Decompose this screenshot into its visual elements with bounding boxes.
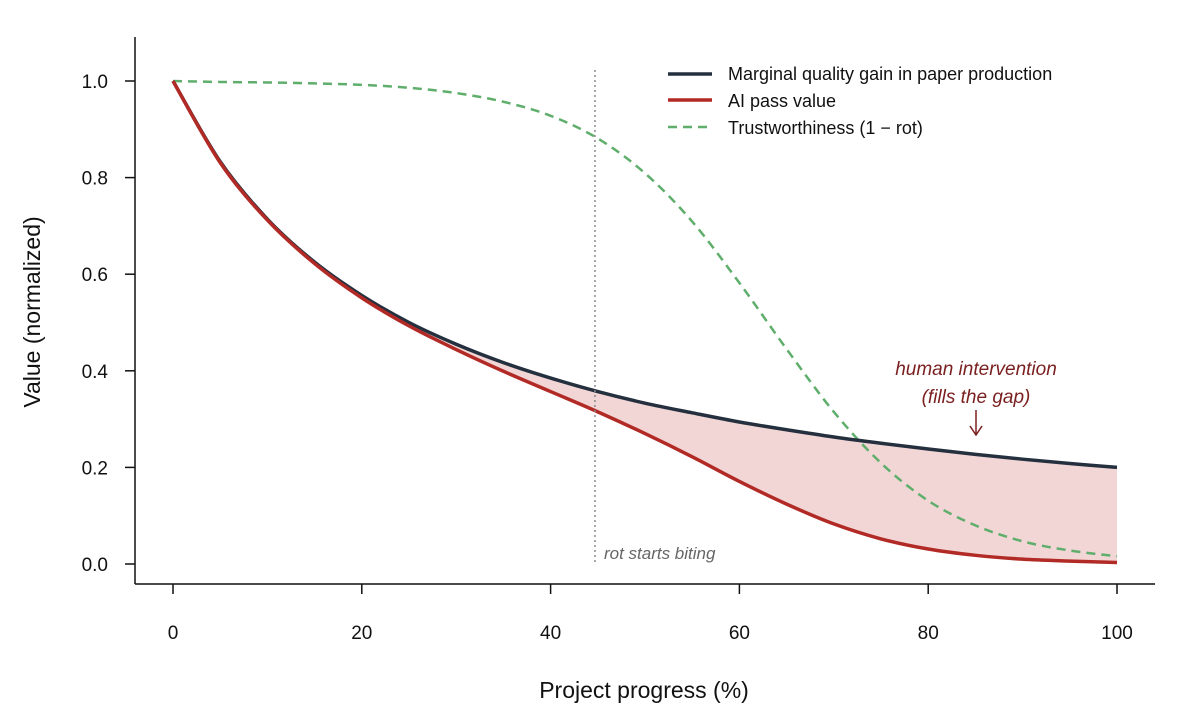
- y-tick-label: 0.6: [82, 265, 108, 286]
- x-axis-label: Project progress (%): [539, 677, 749, 703]
- gap-fill-area: [173, 81, 1117, 563]
- annotation: human intervention (fills the gap): [895, 359, 1057, 437]
- legend: Marginal quality gain in paper productio…: [668, 64, 1052, 138]
- y-tick-label: 0.0: [82, 555, 108, 576]
- x-tick-label: 40: [540, 623, 561, 644]
- y-tick-label: 0.4: [82, 362, 109, 383]
- annotation-line-1: human intervention: [895, 359, 1057, 380]
- y-tick-label: 1.0: [82, 72, 108, 93]
- rot-label: rot starts biting: [604, 544, 716, 563]
- y-tick-label: 0.2: [82, 458, 108, 479]
- series-line-1: [171, 80, 1118, 565]
- x-tick-label: 20: [351, 623, 372, 644]
- y-axis-label: Value (normalized): [19, 216, 45, 407]
- legend-label-trust: Trustworthiness (1 − rot): [728, 118, 923, 138]
- x-tick-label: 100: [1101, 623, 1133, 644]
- x-tick-label: 80: [918, 623, 939, 644]
- legend-label-marginal: Marginal quality gain in paper productio…: [728, 64, 1052, 84]
- annotation-arrowhead-icon: [969, 425, 983, 437]
- legend-label-ai: AI pass value: [728, 91, 836, 111]
- x-tick-label: 0: [168, 623, 179, 644]
- y-tick-label: 0.8: [82, 169, 108, 190]
- x-tick-label: 60: [729, 623, 750, 644]
- annotation-line-2: (fills the gap): [922, 387, 1031, 408]
